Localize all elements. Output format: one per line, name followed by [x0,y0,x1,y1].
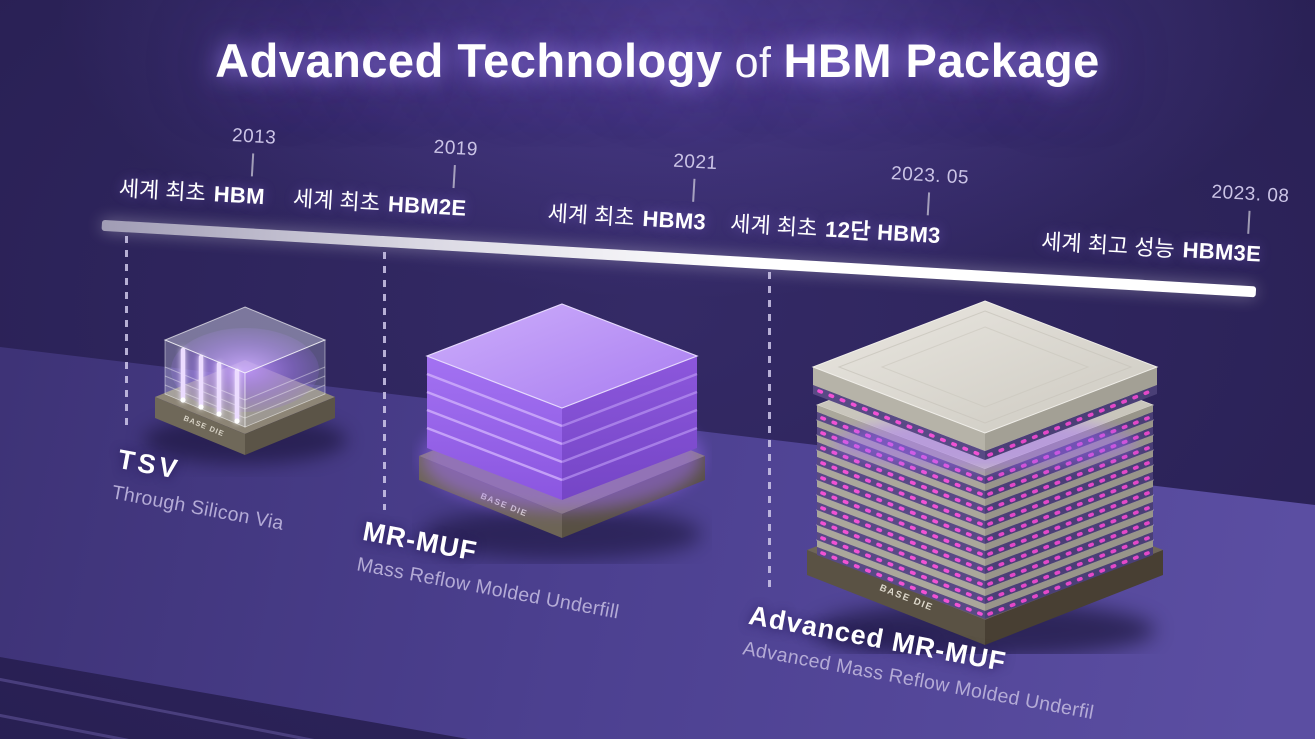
year-label: 2023. 05 [890,163,970,189]
year-label: 2013 [231,125,277,149]
title-bold-1: Advanced Technology [215,34,723,87]
milestone-product: HBM3E [1181,237,1262,267]
year-tick [926,192,931,216]
page-title: Advanced Technology of HBM Package [0,33,1315,88]
year-tick [452,164,456,189]
connector-dash-mrmuf [383,252,386,510]
tsv-via-pillars [180,347,240,424]
purple-glow [171,328,319,412]
milestone-prefix: 세계 최초 [292,185,381,216]
title-bold-2: HBM Package [783,34,1100,87]
milestone-prefix: 세계 최고 성능 [1040,228,1176,262]
milestone-product: 12단 HBM3 [824,216,942,249]
title-light: of [734,39,772,87]
top-bump-row [813,385,1157,460]
milestone-label: 세계 최초 12단 HBM3 [729,206,942,250]
advanced-mrmuf-chip-illustration: BASE DIE [807,300,1163,654]
floor-edge-line [0,712,266,739]
milestone-product: HBM [213,181,266,210]
mrmuf-chip-illustration: BASE DIE [419,303,705,560]
connector-dash-advanced-mrmuf [768,272,771,594]
glass-top-face [163,306,327,374]
year-label: 2023. 08 [1210,181,1291,208]
milestone-product: HBM3 [641,205,707,235]
milestone-label: 세계 최초 HBM3 [547,195,707,236]
year-label: 2019 [433,136,479,161]
tsv-chip-illustration: BASE DIE [143,306,347,464]
milestone-label: 세계 최초 HBM2E [292,181,467,223]
milestone-label: 세계 최고 성능 HBM3E [1040,224,1262,269]
molded-top-face [425,303,699,409]
milestone-prefix: 세계 최초 [118,175,207,206]
milestone-label: 세계 최초 HBM [118,171,266,211]
milestone-prefix: 세계 최초 [729,211,818,241]
milestone-prefix: 세계 최초 [546,200,636,231]
year-label: 2021 [672,150,719,175]
year-tick [692,178,696,202]
molded-body [425,303,699,500]
milestone-product: HBM2E [387,191,468,221]
year-tick [250,153,255,177]
connector-dash-tsv [125,236,128,432]
year-tick [1247,210,1251,234]
top-slab [811,300,1159,451]
